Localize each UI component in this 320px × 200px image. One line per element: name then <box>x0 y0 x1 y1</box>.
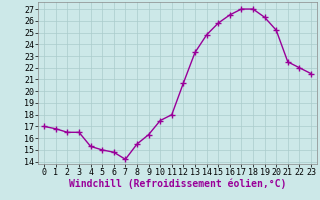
X-axis label: Windchill (Refroidissement éolien,°C): Windchill (Refroidissement éolien,°C) <box>69 179 286 189</box>
